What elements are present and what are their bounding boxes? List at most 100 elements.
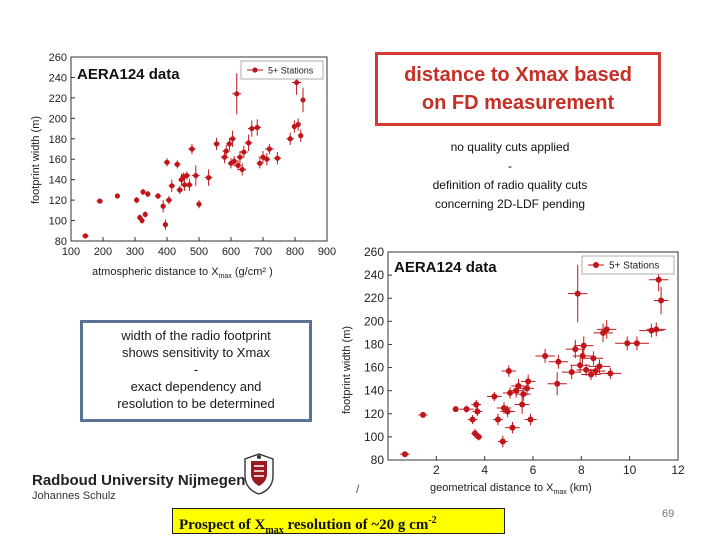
notes-line4: concerning 2D-LDF pending bbox=[434, 197, 586, 211]
chart1-data-point bbox=[234, 91, 240, 97]
footprint-box: width of the radio footprint shows sensi… bbox=[80, 320, 312, 422]
chart2-data-point bbox=[555, 358, 562, 365]
chart1-data-point bbox=[160, 203, 166, 209]
chart2-xlabel: geometrical distance to Xmax (km) bbox=[430, 482, 592, 496]
notes-line1: no quality cuts applied bbox=[450, 140, 570, 154]
chart1-data-point bbox=[266, 146, 272, 152]
chart1-data-point bbox=[184, 172, 190, 179]
chart1-xtick-label: 800 bbox=[286, 246, 304, 258]
chart1-xtick-label: 300 bbox=[126, 246, 144, 258]
chart1-data-point bbox=[169, 183, 175, 189]
chart1-data-point bbox=[257, 160, 263, 166]
chart1-data-point bbox=[241, 149, 247, 155]
chart1-xtick-label: 900 bbox=[318, 246, 336, 258]
chart1-ytick-label: 120 bbox=[49, 195, 67, 207]
chart1-data-point bbox=[235, 162, 241, 168]
chart2-data-point bbox=[583, 366, 590, 373]
chart1-data-point bbox=[237, 154, 243, 160]
chart2-xlabel-unit: (km) bbox=[566, 482, 592, 494]
chart2-ytick-label: 100 bbox=[364, 430, 384, 444]
chart2-data-point bbox=[527, 416, 534, 423]
chart1-data-point bbox=[239, 166, 245, 173]
chart2-xlabel-text: geometrical distance to X bbox=[430, 482, 554, 494]
footprint-line4: exact dependency and bbox=[130, 379, 262, 394]
chart2-legend-marker bbox=[593, 262, 599, 268]
chart1-ytick-label: 140 bbox=[49, 175, 67, 187]
chart1-data-point bbox=[134, 197, 140, 203]
chart1-legend-marker bbox=[252, 67, 258, 73]
chart1-data-point bbox=[249, 125, 255, 132]
chart1-xlabel-sub: max bbox=[218, 273, 232, 281]
chart1-xlabel: atmospheric distance to Xmax (g/cm² ) bbox=[92, 266, 273, 280]
chart2-data-point bbox=[505, 368, 512, 375]
chart2-legend-label: 5+ Stations bbox=[609, 261, 659, 272]
chart1-data-point bbox=[298, 133, 304, 139]
chart2-legend-box bbox=[581, 255, 675, 275]
chart1-data-point bbox=[231, 158, 237, 164]
chart1-data-point bbox=[206, 175, 212, 181]
chart1-ytick-label: 240 bbox=[49, 72, 67, 84]
chart2-xtick-label: 6 bbox=[530, 463, 537, 477]
chart2-data-point bbox=[452, 406, 459, 413]
chart1-ytick-label: 180 bbox=[49, 134, 67, 146]
chart2-data-point bbox=[574, 290, 581, 297]
chart1-data-point bbox=[145, 191, 151, 197]
author-name: Johannes Schulz bbox=[32, 490, 116, 502]
chart2-xtick-label: 12 bbox=[671, 463, 685, 477]
chart1-data-point bbox=[164, 159, 170, 165]
footprint-line5: resolution to be determined bbox=[117, 396, 275, 411]
chart2-data-point bbox=[596, 363, 603, 370]
chart2-ytick-label: 180 bbox=[364, 337, 384, 351]
chart1-ytick-label: 200 bbox=[49, 113, 67, 125]
chart2-data-point bbox=[507, 389, 514, 396]
chart1-data-point bbox=[140, 189, 146, 195]
chart2-ytick-label: 260 bbox=[364, 245, 384, 259]
chart1-xtick-label: 500 bbox=[190, 246, 208, 258]
chart2-data-point bbox=[469, 416, 476, 423]
chart1-data-point bbox=[177, 187, 183, 193]
chart2-ytick-label: 120 bbox=[364, 407, 384, 421]
notes-line2: - bbox=[508, 159, 512, 173]
chart1-legend-label: 5+ Stations bbox=[268, 66, 314, 76]
chart2-data-point bbox=[554, 380, 561, 387]
chart2-data-point bbox=[519, 401, 526, 408]
prospect-text-sub: max bbox=[265, 525, 284, 536]
chart2-xtick-label: 4 bbox=[481, 463, 488, 477]
chart2-data-point bbox=[523, 385, 530, 392]
chart1-title: AERA124 data bbox=[77, 66, 180, 83]
chart1-data-point bbox=[291, 123, 297, 130]
chart1-data-point bbox=[174, 161, 180, 167]
chart1-data-point bbox=[186, 182, 192, 188]
chart-atmospheric-svg: 100 200 300 400 500 600 700 800 9008010012014016… bbox=[49, 52, 337, 258]
chart1-data-point bbox=[295, 121, 301, 128]
chart2-data-point bbox=[520, 391, 527, 398]
university-crest-icon bbox=[244, 453, 274, 495]
chart1-xtick-label: 400 bbox=[158, 246, 176, 258]
chart2-data-point bbox=[580, 342, 587, 349]
prospect-text-pre: Prospect of X bbox=[179, 517, 266, 533]
chart1-ytick-label: 80 bbox=[55, 236, 67, 248]
chart2-ytick-label: 220 bbox=[364, 291, 384, 305]
chart2-plot-frame bbox=[387, 251, 679, 461]
chart1-data-point bbox=[142, 211, 148, 218]
chart2-data-point bbox=[513, 387, 520, 394]
chart2-data-point bbox=[542, 353, 549, 359]
chart2-ytick-label: 200 bbox=[364, 314, 384, 328]
chart2-data-point bbox=[590, 355, 597, 362]
headline-line2: on FD measurement bbox=[421, 92, 615, 114]
chart2-ytick-label: 80 bbox=[371, 453, 385, 467]
footprint-line3: - bbox=[193, 362, 199, 377]
chart2-data-point bbox=[491, 393, 498, 400]
chart-atmospheric: 100 200 300 400 500 600 700 800 900 80 100 120 140 16… bbox=[0, 0, 360, 290]
chart1-ytick-label: 260 bbox=[49, 52, 67, 64]
chart1-data-point bbox=[182, 182, 188, 188]
chart1-data-point bbox=[162, 222, 168, 228]
chart2-xtick-label: 10 bbox=[623, 463, 637, 477]
chart1-plot-frame bbox=[70, 56, 328, 242]
chart2-data-point bbox=[420, 411, 427, 418]
chart2-data-point bbox=[463, 406, 470, 413]
footprint-line2: shows sensitivity to Xmax bbox=[121, 345, 271, 360]
chart1-xtick-label: 700 bbox=[254, 246, 272, 258]
chart2-data-point bbox=[473, 401, 480, 408]
